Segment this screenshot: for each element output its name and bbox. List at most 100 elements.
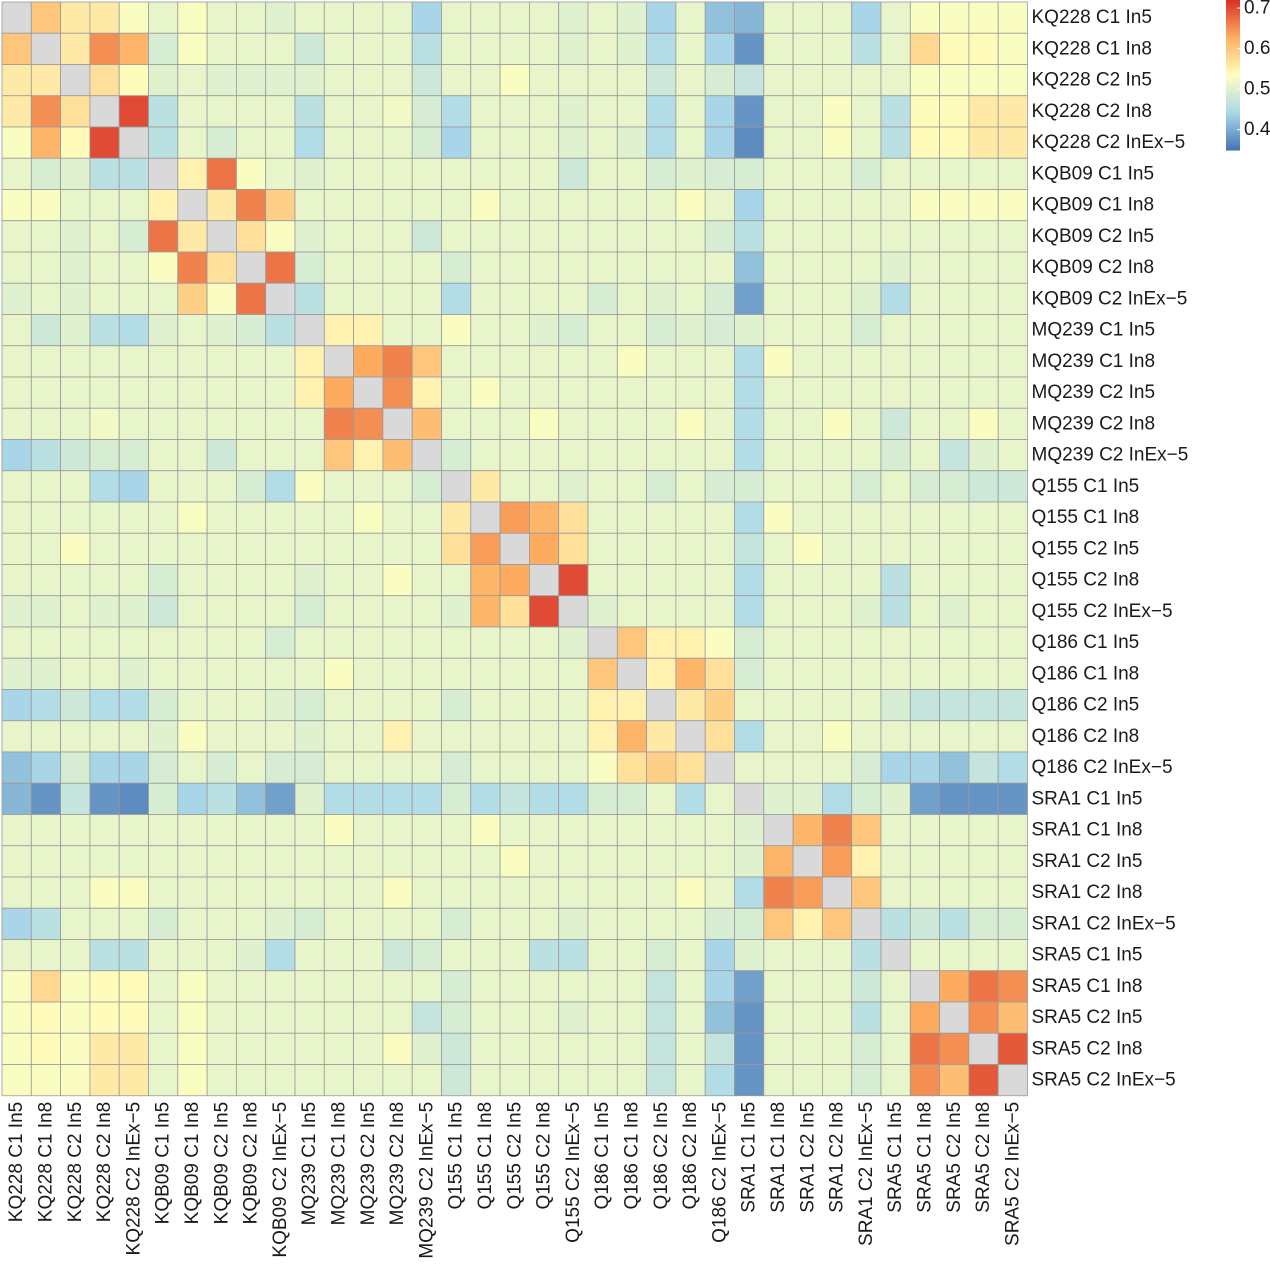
heatmap-cell <box>148 876 179 909</box>
heatmap-cell <box>1 845 32 878</box>
heatmap-cell <box>177 939 208 972</box>
heatmap-cell <box>89 970 120 1003</box>
legend-swatch <box>1226 57 1240 61</box>
heatmap-cell <box>294 501 325 534</box>
heatmap-cell <box>89 845 120 878</box>
heatmap-cell <box>294 470 325 503</box>
heatmap-cell <box>30 64 61 97</box>
heatmap-cell <box>997 189 1028 222</box>
heatmap-cell <box>529 220 560 253</box>
column-label: SRA5 C1 In8 <box>915 1102 936 1213</box>
heatmap-cell <box>499 32 530 65</box>
heatmap-cell <box>60 189 91 222</box>
column-label: MQ239 C2 InEx−5 <box>416 1102 437 1259</box>
heatmap-cell <box>646 720 677 753</box>
heatmap-cell <box>704 220 735 253</box>
heatmap-cell <box>851 282 882 315</box>
heatmap-cell <box>851 814 882 847</box>
heatmap-cell <box>470 845 501 878</box>
heatmap-cell <box>646 470 677 503</box>
heatmap-cell <box>851 501 882 534</box>
row-label: MQ239 C1 In5 <box>1032 320 1156 341</box>
heatmap-cell <box>851 95 882 128</box>
heatmap-cell <box>529 626 560 659</box>
heatmap-cell <box>1 376 32 409</box>
row-label: KQB09 C2 In8 <box>1032 257 1155 278</box>
heatmap-cell <box>382 907 413 940</box>
heatmap-cell <box>118 64 149 97</box>
heatmap-cell <box>968 657 999 690</box>
heatmap-cell <box>118 501 149 534</box>
heatmap-cell <box>851 470 882 503</box>
heatmap-cell <box>470 95 501 128</box>
heatmap-cell <box>235 532 267 565</box>
heatmap-cell <box>939 720 970 753</box>
heatmap-cell <box>792 501 823 534</box>
heatmap-cell <box>587 314 618 347</box>
heatmap-cell <box>851 532 882 565</box>
heatmap-cell <box>675 689 706 722</box>
heatmap-cell <box>265 907 296 940</box>
heatmap-cell <box>822 32 853 65</box>
legend-swatch <box>1226 60 1240 64</box>
heatmap-cell <box>558 626 589 659</box>
legend-swatch <box>1226 2 1240 6</box>
heatmap-cell <box>441 689 472 722</box>
heatmap-cell <box>235 32 267 65</box>
heatmap-cell <box>499 1032 530 1065</box>
heatmap-cell <box>1 220 32 253</box>
heatmap-cell <box>411 95 442 128</box>
heatmap-cell <box>441 282 472 315</box>
heatmap-cell <box>587 876 618 909</box>
heatmap-cell <box>763 439 794 472</box>
heatmap-cell <box>822 1032 853 1065</box>
heatmap-cell <box>499 1 530 34</box>
heatmap-cell <box>441 751 472 784</box>
heatmap-cell <box>1 282 32 315</box>
heatmap-cell <box>529 126 560 159</box>
heatmap-cell <box>499 501 530 534</box>
heatmap-cell <box>763 1 794 34</box>
heatmap-cell <box>323 220 354 253</box>
heatmap-cell <box>616 751 647 784</box>
heatmap-cell <box>206 689 237 722</box>
heatmap-cell <box>675 376 706 409</box>
heatmap-cell <box>470 564 501 597</box>
heatmap-cell <box>529 1032 560 1065</box>
heatmap-cell <box>968 782 999 815</box>
heatmap-cell <box>792 64 823 97</box>
legend-swatch <box>1226 107 1240 111</box>
heatmap-cell-diagonal <box>851 907 882 940</box>
heatmap-cell <box>382 657 413 690</box>
heatmap-cell <box>499 64 530 97</box>
heatmap-cell <box>89 32 120 65</box>
heatmap-cell <box>206 720 237 753</box>
heatmap-cell <box>118 814 149 847</box>
heatmap-cell <box>148 439 179 472</box>
heatmap-cell <box>411 1032 442 1065</box>
heatmap-cell <box>353 564 384 597</box>
heatmap-cell <box>704 32 735 65</box>
color-legend: 0.4 0.5 0.6 0.7 <box>1226 0 1270 151</box>
heatmap-cell <box>792 282 823 315</box>
heatmap-cell-diagonal <box>382 407 413 440</box>
heatmap-cell <box>499 95 530 128</box>
heatmap-cell <box>675 845 706 878</box>
row-label: SRA5 C1 In5 <box>1032 945 1143 966</box>
heatmap-cell <box>822 626 853 659</box>
heatmap-cell <box>177 532 208 565</box>
heatmap-cell <box>60 470 91 503</box>
row-label: SRA5 C1 In8 <box>1032 976 1143 997</box>
heatmap-cell <box>499 876 530 909</box>
heatmap-cell <box>441 814 472 847</box>
heatmap-cell <box>763 189 794 222</box>
legend-swatch <box>1226 85 1240 89</box>
heatmap-cell <box>382 189 413 222</box>
heatmap-cell <box>646 751 677 784</box>
column-label: KQ228 C2 In5 <box>65 1102 86 1222</box>
heatmap-cell <box>411 282 442 315</box>
heatmap-cell <box>30 876 61 909</box>
heatmap-cell <box>558 564 589 597</box>
heatmap-cell <box>822 1 853 34</box>
heatmap-cell <box>323 32 354 65</box>
